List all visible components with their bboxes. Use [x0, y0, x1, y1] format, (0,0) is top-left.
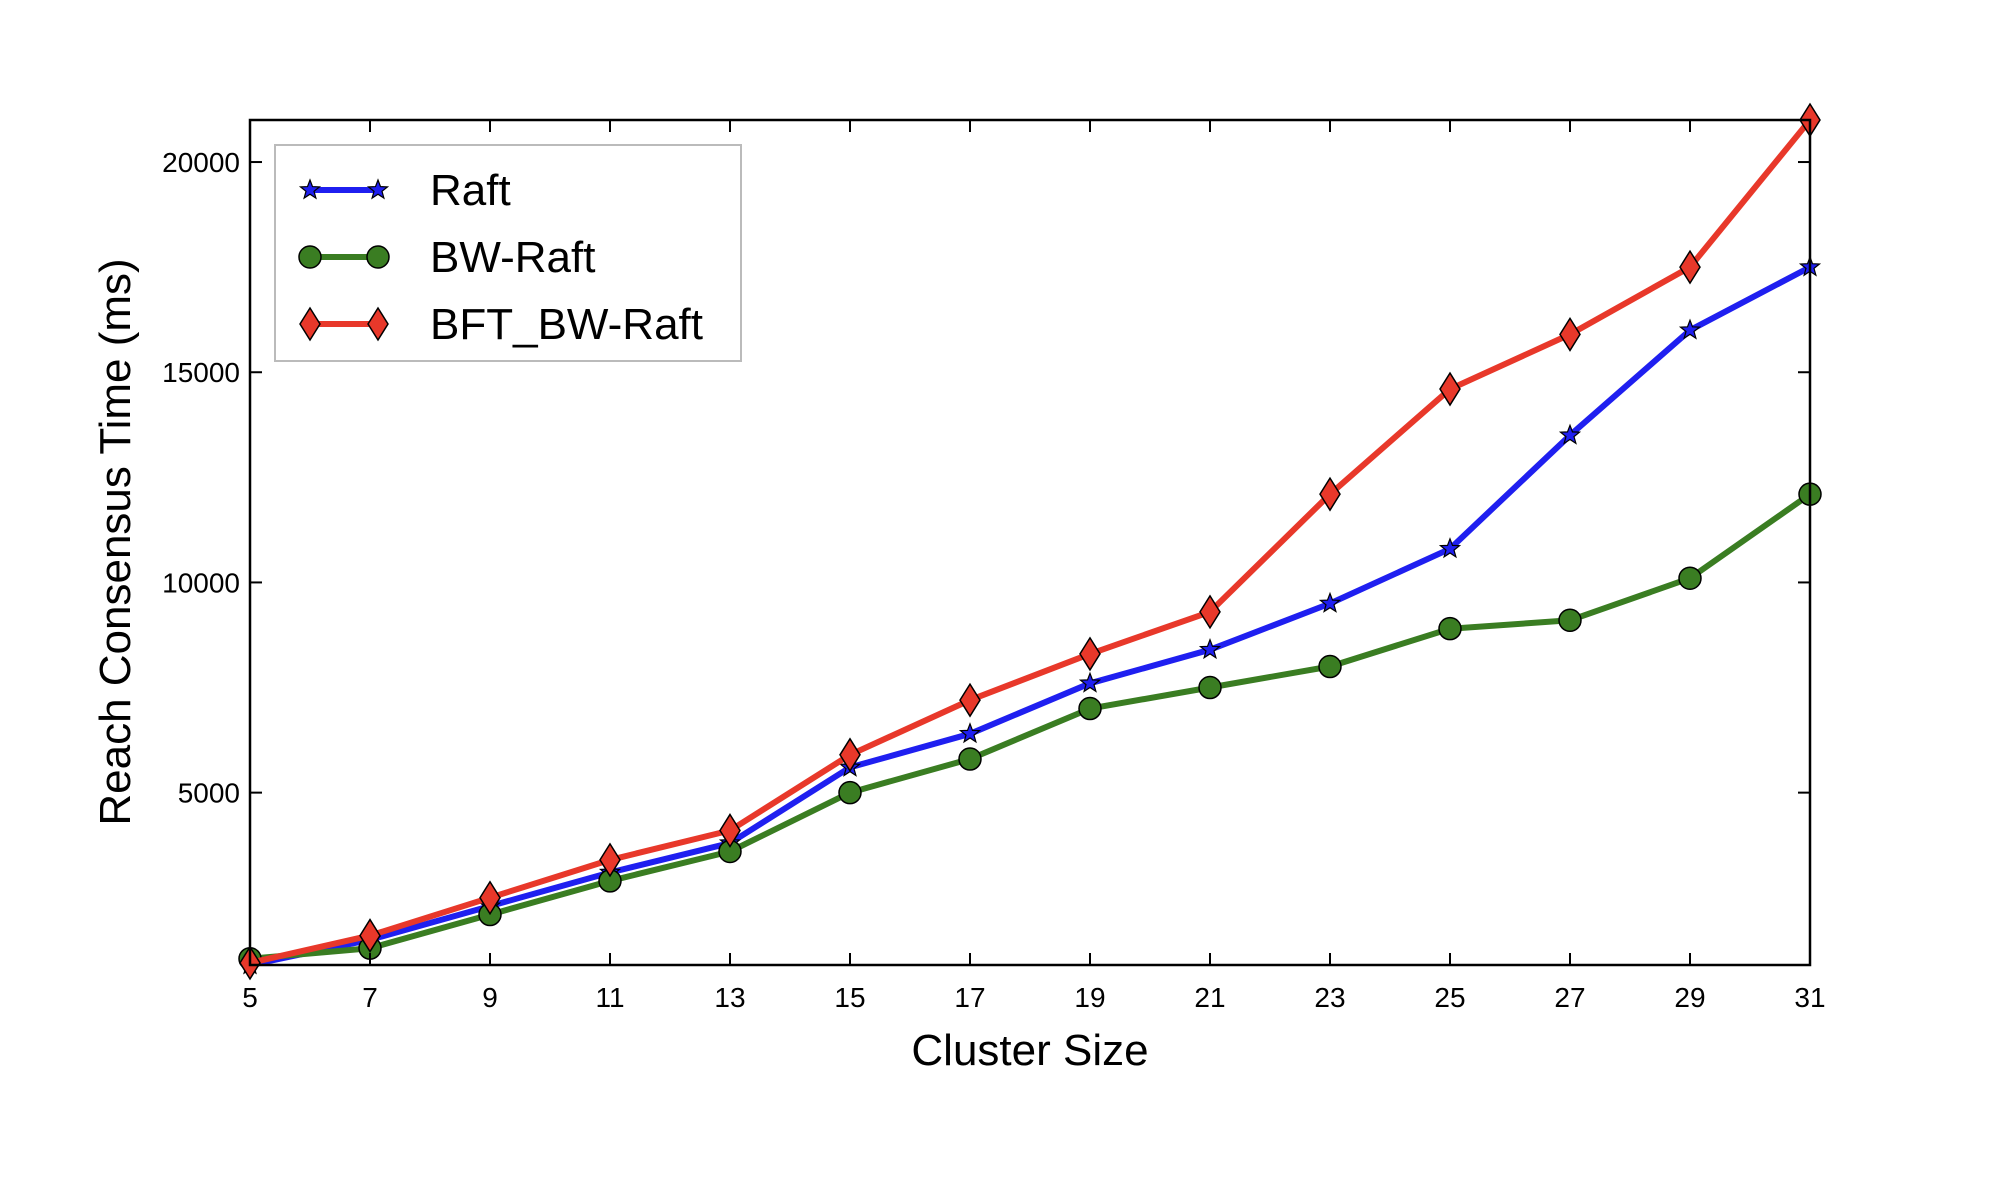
data-point-raft: [1318, 591, 1342, 613]
series-bft-bw-raft: [239, 102, 1821, 981]
legend-marker: [298, 178, 322, 200]
x-tick-label: 31: [1794, 982, 1825, 1013]
data-point-bw-raft: [1318, 654, 1342, 679]
legend-marker: [367, 306, 389, 342]
data-point-bft-bw-raft: [1679, 249, 1701, 285]
y-axis-title: Reach Consensus Time (ms): [91, 258, 140, 825]
data-point-bw-raft: [1438, 616, 1462, 641]
data-point-bw-raft: [1198, 675, 1222, 700]
y-tick-label: 10000: [162, 567, 240, 598]
data-point-bft-bw-raft: [1439, 371, 1461, 407]
data-point-bw-raft: [1558, 608, 1582, 633]
data-point-raft: [1558, 423, 1582, 445]
legend-marker: [366, 245, 390, 269]
legend-label: BFT_BW-Raft: [430, 300, 703, 349]
ticks-layer: 5 7 9 11 13 15 17 19 21 23 25 27 29 31 5000 10000 15000 2…: [162, 120, 1826, 1013]
legend-marker: [299, 306, 321, 342]
data-point-bft-bw-raft: [839, 737, 861, 773]
data-point-bft-bw-raft: [599, 842, 621, 878]
data-point-bft-bw-raft: [1199, 594, 1221, 630]
y-tick-label: 15000: [162, 357, 240, 388]
data-point-bft-bw-raft: [1079, 636, 1101, 672]
legend-items: Raft BW-Raft BFT_BW-Raft: [298, 166, 703, 349]
x-tick-label: 9: [482, 982, 498, 1013]
data-point-bft-bw-raft: [359, 918, 381, 953]
data-point-bw-raft: [838, 780, 862, 805]
data-point-raft: [1678, 318, 1702, 340]
legend: Raft BW-Raft BFT_BW-Raft: [274, 144, 742, 362]
x-tick-label: 25: [1434, 982, 1465, 1013]
legend-marker: [298, 245, 322, 269]
data-point-bw-raft: [1678, 566, 1702, 590]
x-tick-label: 11: [595, 982, 624, 1013]
x-tick-label: 29: [1674, 982, 1705, 1013]
series-line-bft-bw-raft: [249, 118, 1813, 966]
series-line-bw-raft: [249, 491, 1812, 962]
data-point-raft: [1078, 671, 1102, 693]
x-tick-label: 23: [1314, 982, 1345, 1013]
data-point-bft-bw-raft: [1319, 476, 1341, 512]
y-tick-label: 20000: [162, 147, 240, 178]
x-tick-label: 27: [1554, 982, 1585, 1013]
legend-item-bw-raft: BW-Raft: [298, 233, 595, 282]
legend-marker: [366, 178, 390, 200]
data-point-raft: [1198, 638, 1222, 660]
x-tick-label: 21: [1194, 982, 1225, 1013]
legend-label: BW-Raft: [430, 233, 595, 282]
legend-item-raft: Raft: [298, 166, 511, 215]
data-point-raft: [958, 722, 982, 744]
series-bw-raft: [238, 482, 1822, 971]
data-point-bft-bw-raft: [479, 880, 501, 916]
x-tick-label: 7: [362, 982, 378, 1013]
legend-label: Raft: [430, 166, 511, 215]
plot-frame: [248, 118, 1812, 967]
data-point-bw-raft: [1078, 696, 1102, 721]
x-tick-label: 13: [714, 982, 745, 1013]
data-point-bft-bw-raft: [1559, 316, 1581, 352]
x-tick-label: 19: [1074, 982, 1105, 1013]
data-point-bft-bw-raft: [959, 682, 981, 718]
x-tick-label: 15: [834, 982, 865, 1013]
data-point-bft-bw-raft: [719, 813, 741, 848]
series-layer: [238, 102, 1822, 981]
x-tick-label: 5: [242, 982, 258, 1013]
y-tick-label: 5000: [178, 778, 240, 809]
series-line-raft: [249, 264, 1812, 968]
x-tick-label: 17: [954, 982, 985, 1013]
data-point-bw-raft: [958, 747, 982, 771]
x-axis-title: Cluster Size: [911, 1026, 1148, 1075]
legend-item-bft-bw-raft: BFT_BW-Raft: [299, 300, 703, 349]
data-point-raft: [1438, 537, 1462, 559]
